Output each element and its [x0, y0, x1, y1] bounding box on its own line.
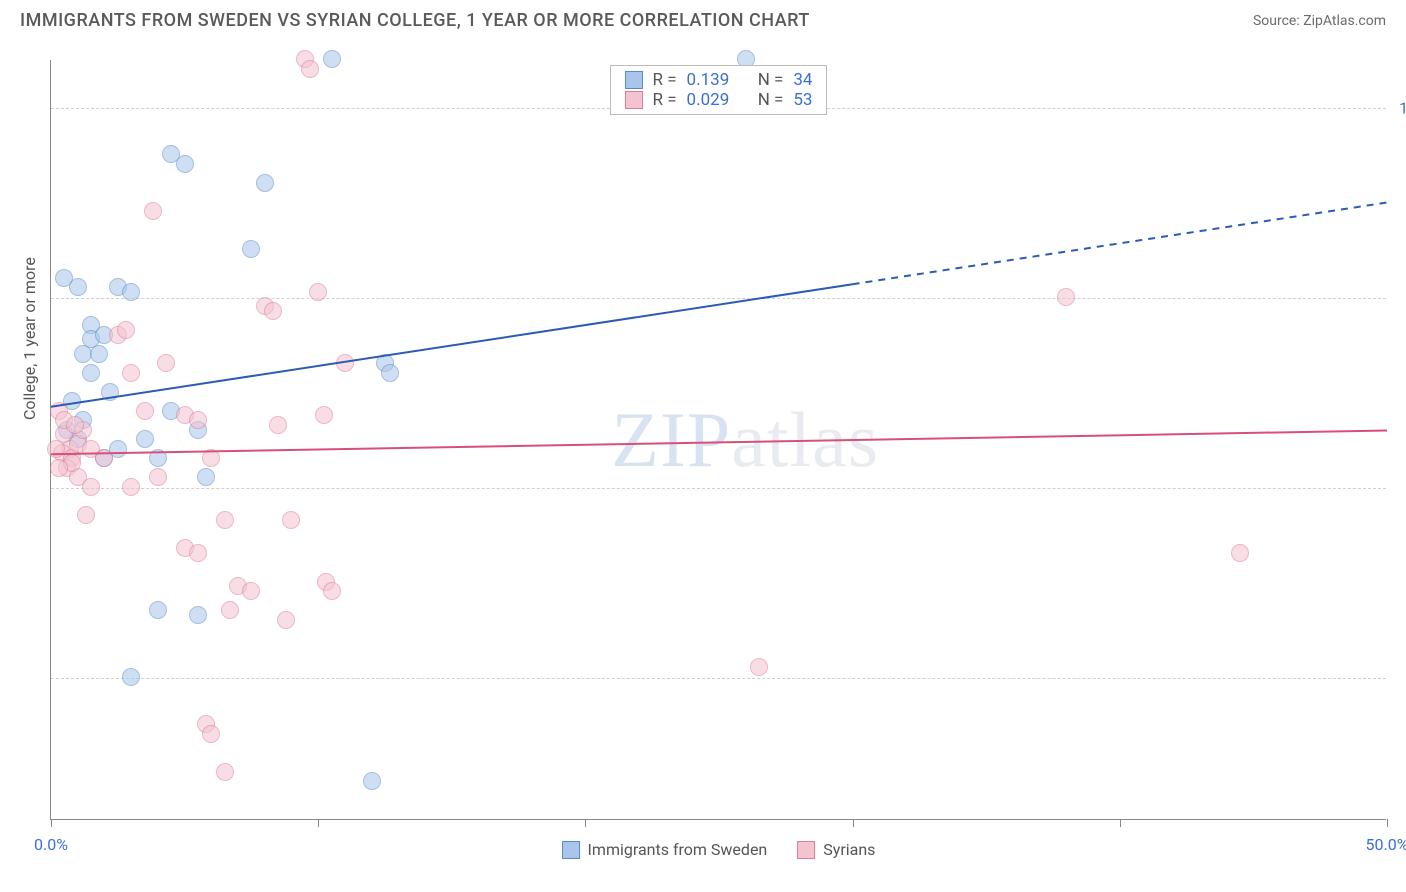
legend-item: Syrians — [797, 840, 875, 859]
legend-label: Immigrants from Sweden — [588, 840, 768, 859]
legend-swatch — [562, 841, 580, 859]
x-tick-label: 50.0% — [1366, 835, 1406, 854]
trend-line-dashed — [853, 203, 1387, 285]
legend-swatch — [625, 91, 643, 109]
x-tick — [51, 819, 52, 827]
scatter-chart: ZIPatlas 40.0%60.0%80.0%100.0%0.0%50.0%R… — [50, 60, 1386, 820]
x-tick — [853, 819, 854, 827]
x-tick — [1120, 819, 1121, 827]
header: IMMIGRANTS FROM SWEDEN VS SYRIAN COLLEGE… — [0, 0, 1406, 36]
y-tick-label: 100.0% — [1399, 98, 1406, 117]
trend-lines — [51, 60, 1387, 820]
n-value: 34 — [793, 70, 812, 90]
n-value: 53 — [793, 90, 812, 110]
legend-item: Immigrants from Sweden — [562, 840, 768, 859]
trend-line-solid — [51, 284, 853, 407]
legend-swatch — [797, 841, 815, 859]
legend-label: Syrians — [823, 840, 875, 859]
x-tick — [318, 819, 319, 827]
x-tick — [585, 819, 586, 827]
chart-title: IMMIGRANTS FROM SWEDEN VS SYRIAN COLLEGE… — [20, 10, 810, 31]
y-axis-label: College, 1 year or more — [20, 257, 39, 420]
legend-swatch — [625, 71, 643, 89]
r-value: 0.139 — [687, 70, 730, 90]
stats-legend-row: R = 0.139 N = 34 — [625, 70, 813, 90]
trend-line-solid — [51, 431, 1387, 455]
stats-legend: R = 0.139 N = 34R = 0.029 N = 53 — [610, 65, 828, 115]
series-legend: Immigrants from Sweden Syrians — [562, 840, 876, 859]
source-label: Source: ZipAtlas.com — [1253, 13, 1386, 29]
stats-legend-row: R = 0.029 N = 53 — [625, 90, 813, 110]
x-tick-label: 0.0% — [34, 835, 68, 854]
r-value: 0.029 — [687, 90, 730, 110]
x-tick — [1387, 819, 1388, 827]
